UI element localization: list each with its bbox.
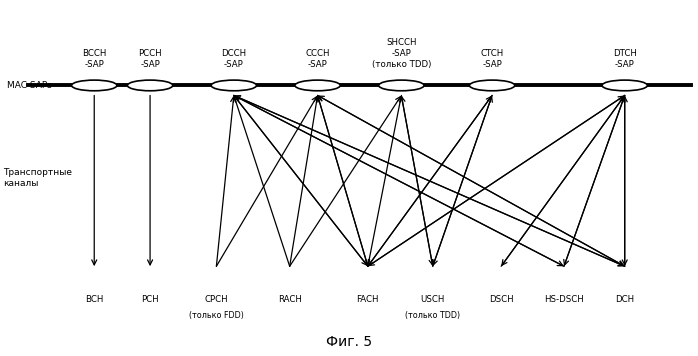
Text: CCCH
-SAP: CCCH -SAP bbox=[305, 49, 330, 69]
Ellipse shape bbox=[211, 80, 257, 91]
Ellipse shape bbox=[71, 80, 117, 91]
Text: DCH: DCH bbox=[615, 295, 634, 304]
Ellipse shape bbox=[127, 80, 173, 91]
Text: PCCH
-SAP: PCCH -SAP bbox=[138, 49, 162, 69]
Text: HS-DSCH: HS-DSCH bbox=[544, 295, 584, 304]
Text: Фиг. 5: Фиг. 5 bbox=[326, 335, 372, 349]
Text: (только FDD): (только FDD) bbox=[189, 311, 244, 320]
Text: BCH: BCH bbox=[85, 295, 103, 304]
Text: USCH: USCH bbox=[421, 295, 445, 304]
Text: DCCH
-SAP: DCCH -SAP bbox=[221, 49, 246, 69]
Text: DTCH
-SAP: DTCH -SAP bbox=[613, 49, 637, 69]
Text: MAC SAPs: MAC SAPs bbox=[7, 81, 52, 90]
Ellipse shape bbox=[602, 80, 648, 91]
Text: SHCCH
-SAP
(только TDD): SHCCH -SAP (только TDD) bbox=[371, 38, 431, 69]
Text: Транспортные
каналы: Транспортные каналы bbox=[3, 168, 73, 188]
Text: DSCH: DSCH bbox=[489, 295, 514, 304]
Text: BCCH
-SAP: BCCH -SAP bbox=[82, 49, 106, 69]
Text: CTCH
-SAP: CTCH -SAP bbox=[480, 49, 504, 69]
Ellipse shape bbox=[469, 80, 515, 91]
Text: FACH: FACH bbox=[357, 295, 379, 304]
Text: RACH: RACH bbox=[278, 295, 302, 304]
Text: (только TDD): (только TDD) bbox=[406, 311, 460, 320]
Ellipse shape bbox=[295, 80, 341, 91]
Text: PCH: PCH bbox=[141, 295, 159, 304]
Ellipse shape bbox=[378, 80, 424, 91]
Text: CPCH: CPCH bbox=[205, 295, 228, 304]
